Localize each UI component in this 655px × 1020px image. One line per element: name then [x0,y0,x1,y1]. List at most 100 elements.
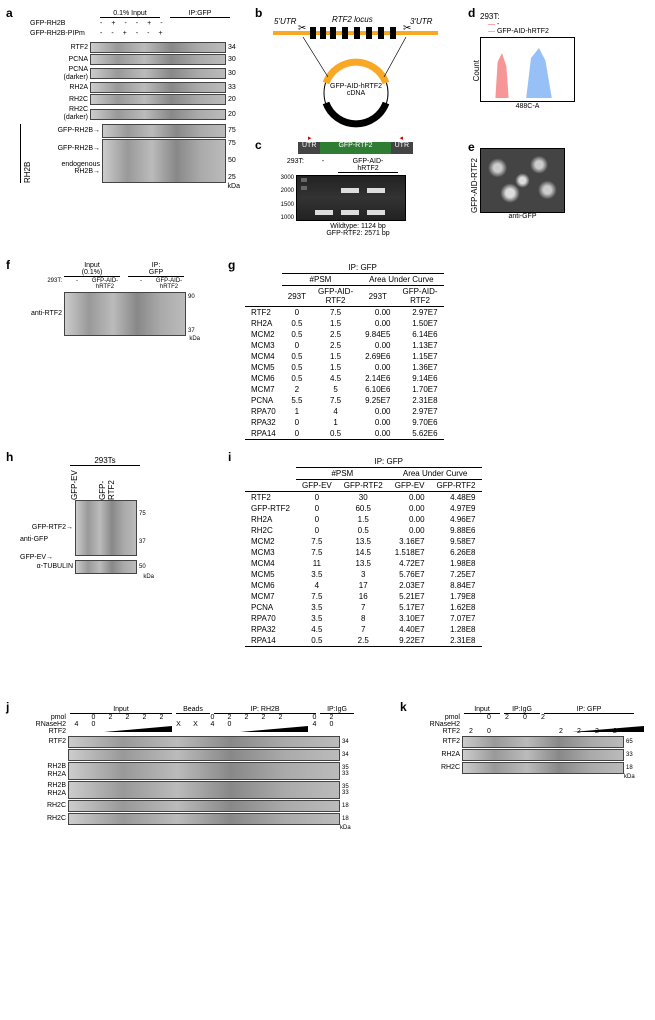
ip-header: IP:GFP [170,10,230,18]
blot-label: RH2C [414,764,462,772]
hist-red [491,53,513,98]
table-row: IP: GFP [245,262,444,274]
lane: - [124,20,126,27]
panel-d-label: d [468,6,475,20]
panel-h-label: h [6,450,13,464]
blot-label: RH2C [20,815,68,823]
panel-g: IP: GFP#PSMArea Under Curve293TGFP-AID- … [245,262,444,440]
row-gfprh2b: GFP-RH2B [30,20,65,27]
mw: 33 [624,752,642,758]
utr-l: UTR [298,142,320,154]
lane: - [100,20,102,27]
lane: + [111,20,115,27]
blot-row: RH2C 18 [20,813,380,825]
blot-row: RH2C (darker)20 [20,106,240,121]
ladder: 3000 [268,175,294,181]
blot-label: RTF2 [20,738,68,746]
panel-h: 293Ts GFP-EV GFP-RTF2 GFP-RTF2→ 75 37 an… [20,456,190,580]
panel-j: InputBeadsIP: RH2BIP:IgGpmol022220222202… [20,706,380,831]
panel-b: ✂ ✂ 5'UTR RTF2 locus 3'UTR GFP-AID-hRTF2… [268,15,443,135]
lane: - [100,30,102,37]
table-row: PCNA3.575.17E71.62E8 [245,602,482,613]
mw: 65 [624,739,642,745]
mw: 30 [226,70,240,77]
table-row: RPA140.52.59.22E72.31E8 [245,635,482,647]
panel-j-label: j [6,700,9,714]
table-row: MCM40.51.52.69E61.15E7 [245,351,444,362]
input-header: 0.1% Input [100,10,160,18]
table-row: RPA1400.50.005.62E6 [245,428,444,440]
blot-label: PCNA [20,56,90,64]
e-vlab: GFP-AID-RTF2 [470,158,479,213]
blot-row: RH2C18 [20,800,380,812]
band: GFP-RTF2→ [20,524,75,532]
plasmid-label: GFP-AID-hRTF2 cDNA [326,83,386,97]
blot [75,500,137,556]
kn-legend: GFP-RTF2: 2571 bp [268,230,448,237]
mw: 50 [137,564,151,570]
lane: - [136,20,138,27]
minus: - [308,158,338,173]
arrow: GFP-RH2B→ [34,127,102,135]
blot-label: RH2B RH2A [20,763,68,778]
table-row: MCM302.50.001.13E7 [245,340,444,351]
wt-legend: Wildtype: 1124 bp [268,223,448,230]
lane: - [147,30,149,37]
panel-k: InputIP:IgGIP: GFPpmol0202RNaseH2RTF2202… [414,706,644,780]
panel-k-label: k [400,700,407,714]
table-row: RH2A01.50.004.96E7 [245,514,482,525]
utr5: 5'UTR [274,17,296,26]
c: - [128,278,154,290]
lane: + [123,30,127,37]
ladder: 1500 [268,202,294,208]
mw: 75 [228,140,238,147]
c: GFP-AID- hRTF2 [154,278,184,290]
e-caption: anti-GFP [480,213,565,220]
table-row: MCM27.513.53.16E79.58E7 [245,536,482,547]
blot [75,560,137,574]
table-row: RPA324.574.40E71.28E8 [245,624,482,635]
flow-hist [480,37,575,102]
panel-e: GFP-AID-RTF2 anti-GFP [480,148,565,220]
table-row: MCM37.514.51.518E76.26E8 [245,547,482,558]
kda: kDa [20,574,154,580]
blot-row: RH2A33 [414,749,644,761]
table-row: MCM64172.03E78.84E7 [245,580,482,591]
panel-b-label: b [255,6,262,20]
mw: 25 [228,174,238,181]
kda: kDa [624,774,644,780]
d-title: 293T: [480,12,610,21]
blot [102,139,226,183]
arrow: endogenous RH2B→ [61,161,100,176]
table-row: RH2A0.51.50.001.50E7 [245,318,444,329]
row-gfprh2b-pipm: GFP-RH2B-PIPm [30,30,85,37]
table-row: RPA70140.002.97E7 [245,406,444,417]
blot-label: RTF2 [20,44,90,52]
c: - [64,278,90,290]
table-row: MCM50.51.50.001.36E7 [245,362,444,373]
kda: kDa [20,183,240,190]
mw: 35 33 [340,784,358,796]
mw: 18 [340,803,358,809]
blot [90,54,226,65]
table-row: #PSMArea Under Curve [245,468,482,480]
arrow: GFP-RH2B→ [58,145,100,152]
mw: 34 [340,739,358,745]
blot-row: RTF265 [414,736,644,748]
mw: 75 [226,127,240,134]
blot [68,749,340,761]
mw: 30 [226,56,240,63]
table-row: IP: GFP [245,456,482,468]
blot-label: RH2A [20,84,90,92]
sample: GFP-AID- hRTF2 [338,158,398,173]
mw: 18 [340,816,358,822]
blot-label: RH2C (darker) [20,106,90,121]
mw: 34 [340,752,358,758]
lane: + [158,30,162,37]
panel-d: 293T: — - — GFP-AID-hRTF2 Count 488C-A [480,12,610,110]
table-row: RPA703.583.10E77.07E7 [245,613,482,624]
cell-lab: 293T: [268,158,308,173]
lane: - [111,30,113,37]
panel-f-label: f [6,258,10,272]
input-hdr: Input (0.1%) [64,262,120,277]
